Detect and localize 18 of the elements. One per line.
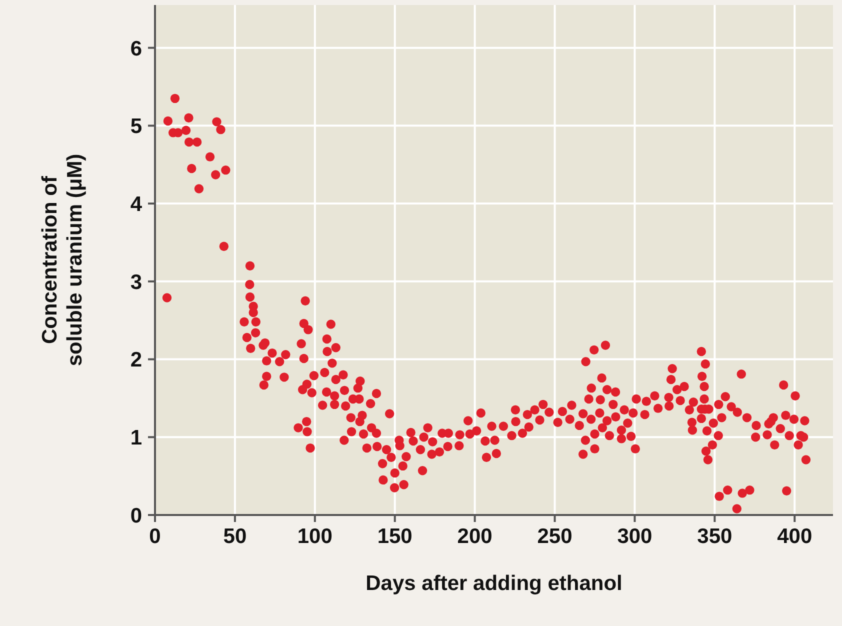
x-tick-label: 50	[223, 524, 247, 548]
x-tick-label: 350	[697, 524, 732, 548]
y-tick-label: 0	[130, 504, 142, 528]
x-tick-label: 100	[297, 524, 332, 548]
x-tick-label: 250	[537, 524, 572, 548]
x-tick-label: 400	[777, 524, 812, 548]
y-tick-label: 5	[130, 115, 142, 138]
x-tick-label: 300	[617, 524, 652, 548]
y-tick-label: 2	[130, 348, 142, 372]
y-tick-label: 6	[130, 37, 142, 60]
y-tick-label: 1	[130, 426, 142, 450]
x-tick-label: 150	[377, 524, 412, 548]
x-tick-label: 0	[149, 524, 161, 548]
y-axis-title: Concentration of soluble uranium (μM)	[38, 154, 86, 366]
y-tick-label: 3	[130, 270, 142, 294]
x-axis-title: Days after adding ethanol	[366, 572, 622, 595]
y-tick-label: 4	[130, 193, 142, 216]
x-tick-label: 200	[457, 524, 492, 548]
